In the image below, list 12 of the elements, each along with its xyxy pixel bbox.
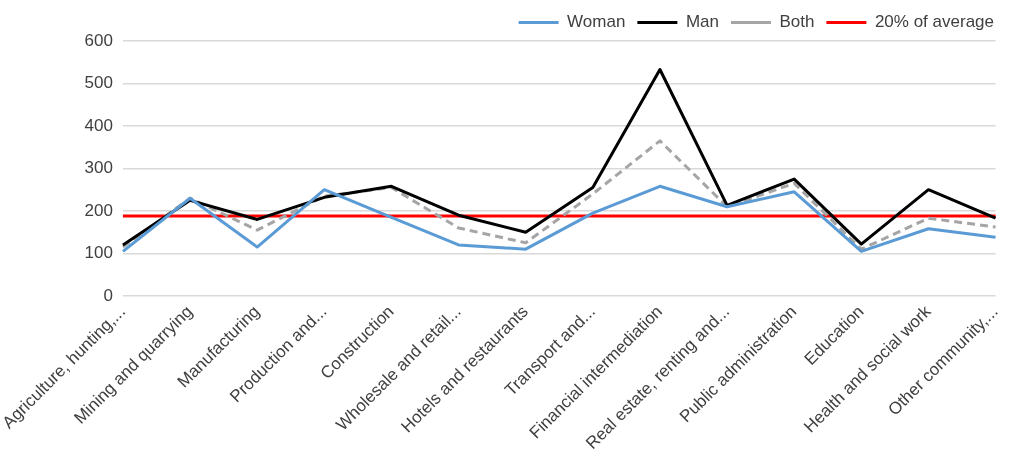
y-tick-label: 400 <box>84 115 113 135</box>
legend-label: Both <box>779 12 815 32</box>
y-tick-label: 200 <box>84 200 113 220</box>
legend-label: Woman <box>567 12 626 32</box>
y-tick-label: 0 <box>103 285 113 305</box>
line-series <box>121 139 998 251</box>
y-tick-label: 300 <box>84 158 113 178</box>
y-tick-label: 100 <box>84 243 113 263</box>
y-tick-label: 600 <box>84 30 113 50</box>
y-tick-label: 500 <box>84 73 113 93</box>
legend-label: Man <box>685 12 719 32</box>
legend-label: 20% of average <box>874 12 995 32</box>
